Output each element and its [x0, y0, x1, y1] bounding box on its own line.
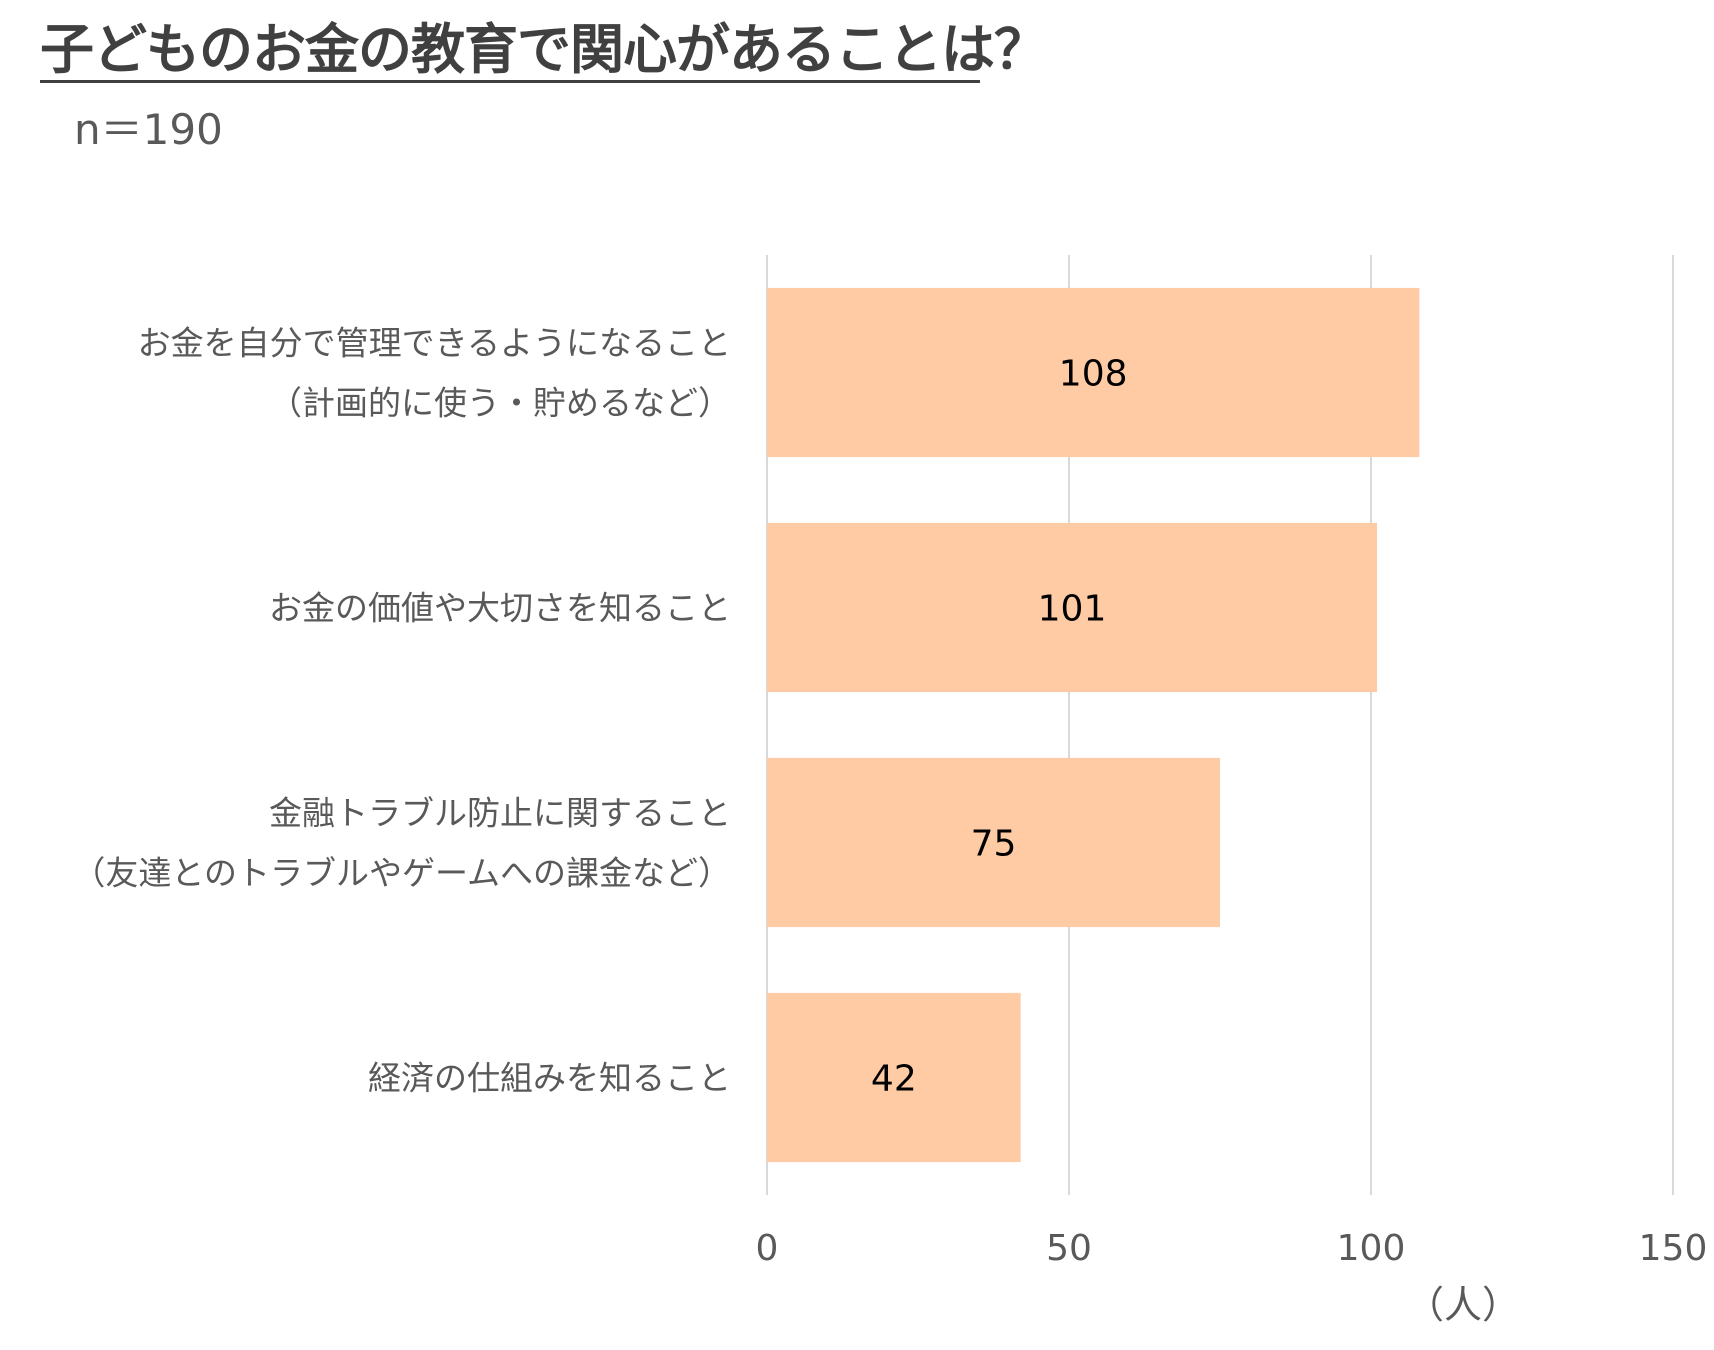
- bar-value-label: 108: [1059, 354, 1128, 395]
- x-tick-label: 50: [1046, 1228, 1092, 1269]
- sample-size-label: n＝190: [74, 105, 223, 154]
- title-underline: [40, 80, 980, 83]
- category-label: お金の価値や大切さを知ること: [269, 589, 731, 628]
- bars: 108 101 75 42: [767, 287, 1420, 1163]
- x-tick-label: 0: [756, 1228, 779, 1269]
- category-label: お金を自分で管理できるようになること: [138, 324, 731, 363]
- x-axis-unit-label: （人）: [1406, 1283, 1520, 1327]
- x-tick-label: 100: [1337, 1228, 1406, 1269]
- category-label: （友達とのトラブルやゲームへの課金など）: [72, 854, 731, 893]
- chart-title: 子どものお金の教育で関心があることは？: [40, 18, 1048, 81]
- x-axis-ticks: 0 50 100 150: [756, 1228, 1708, 1269]
- x-tick-label: 150: [1639, 1228, 1708, 1269]
- category-label: 金融トラブル防止に関すること: [269, 794, 731, 833]
- bar: [767, 287, 1420, 458]
- category-labels: お金を自分で管理できるようになること （計画的に使う・貯めるなど） お金の価値や大切…: [72, 324, 731, 1098]
- category-label: （計画的に使う・貯めるなど）: [269, 384, 731, 423]
- bar: [767, 522, 1378, 693]
- bar-value-label: 75: [971, 824, 1017, 865]
- bar-value-label: 42: [871, 1059, 917, 1100]
- bar: [767, 757, 1220, 928]
- bar: [767, 992, 1021, 1163]
- bar-value-label: 101: [1038, 589, 1107, 630]
- category-label: 経済の仕組みを知ること: [368, 1059, 731, 1098]
